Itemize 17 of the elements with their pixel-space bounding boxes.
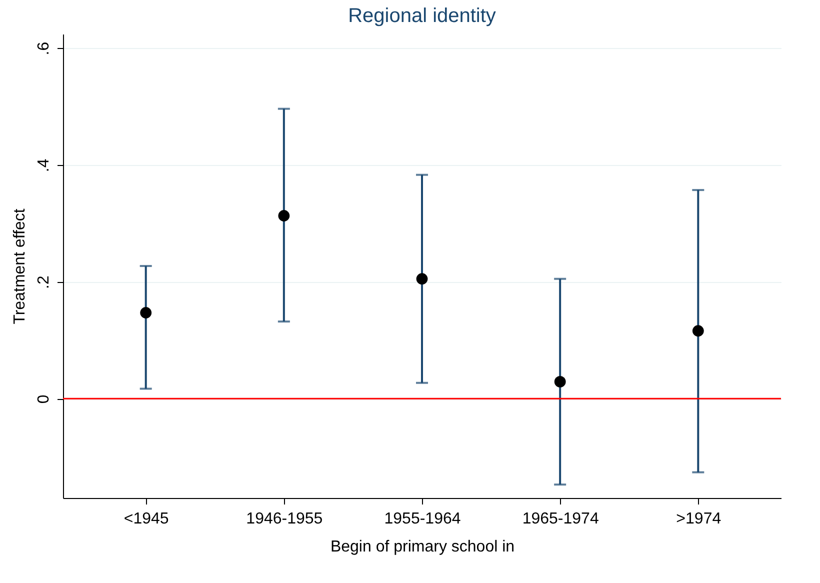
chart-title: Regional identity — [348, 5, 496, 27]
x-tick-label: 1955-1964 — [384, 510, 461, 528]
point — [554, 376, 566, 388]
point — [416, 273, 428, 285]
x-tick-label: 1946-1955 — [246, 510, 323, 528]
y-axis-title: Treatment effect — [12, 208, 28, 324]
y-tick-label: .4 — [36, 158, 52, 172]
y-tick-label: .2 — [36, 276, 52, 289]
point — [278, 210, 290, 222]
point — [140, 307, 152, 318]
point — [692, 325, 704, 337]
y-tick-label: 0 — [36, 394, 52, 404]
x-tick-label: <1945 — [124, 510, 169, 528]
x-tick-label: 1965-1974 — [522, 510, 599, 528]
x-axis-title: Begin of primary school in — [330, 538, 515, 556]
y-tick-label: .6 — [36, 42, 52, 56]
x-tick-label: >1974 — [676, 510, 722, 528]
